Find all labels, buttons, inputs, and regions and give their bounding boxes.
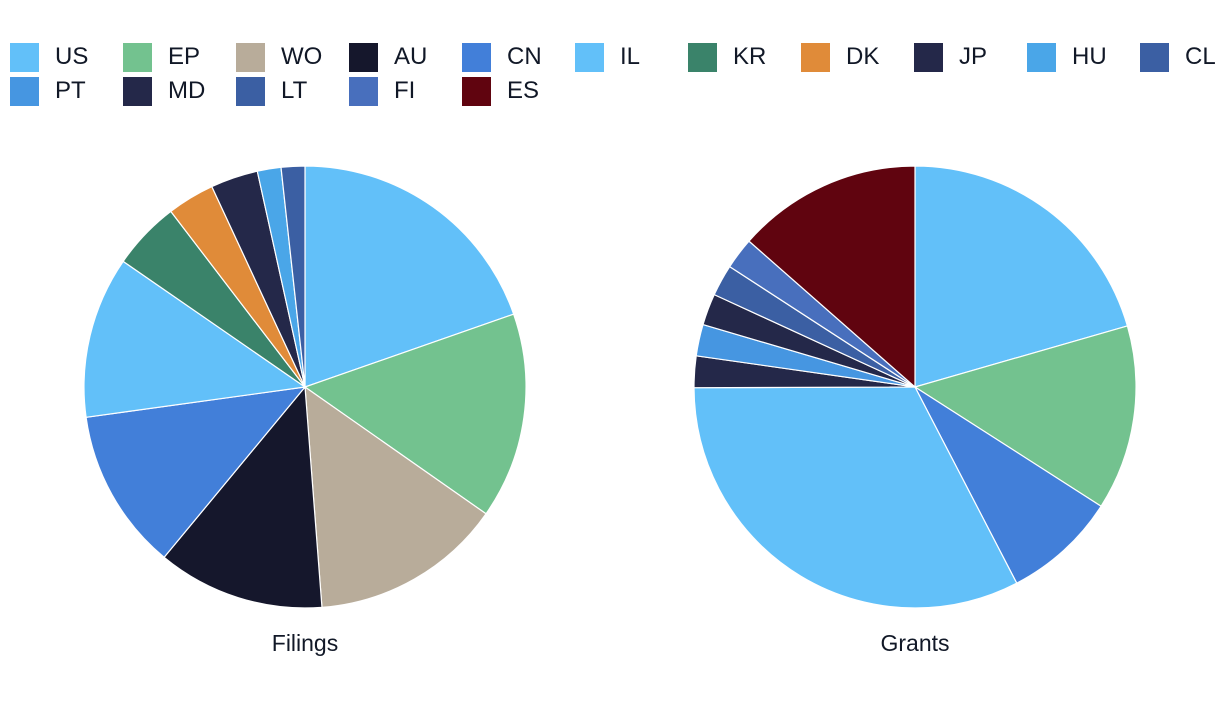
legend-label-es: ES	[507, 77, 540, 104]
pie-slice-grants-es	[748, 165, 916, 388]
legend-swatch-pt	[10, 76, 39, 106]
legend-item-wo: WO	[236, 42, 331, 72]
legend-swatch-dk	[801, 42, 830, 72]
legend-label-pt: PT	[55, 77, 86, 104]
pie-slice-grants-cn	[914, 386, 1102, 584]
legend-swatch-fi	[349, 76, 378, 106]
legend-swatch-cl	[1140, 42, 1169, 72]
legend-item-hu: HU	[1027, 42, 1122, 72]
legend-label-us: US	[55, 43, 89, 70]
legend-label-wo: WO	[281, 43, 323, 70]
legend-label-ep: EP	[168, 43, 201, 70]
pie-grants	[693, 165, 1137, 609]
watermark: GlobalData	[489, 333, 732, 385]
pie-slice-filings-cn	[85, 386, 306, 558]
legend-row-2: PT MD LT FI ES	[10, 74, 1210, 108]
legend-label-cn: CN	[507, 43, 542, 70]
legend-item-jp: JP	[914, 42, 1009, 72]
legend-swatch-lt	[236, 76, 265, 106]
legend-swatch-kr	[688, 42, 717, 72]
legend-swatch-au	[349, 42, 378, 72]
pie-slice-grants-il	[693, 386, 1018, 609]
legend-label-jp: JP	[959, 43, 988, 70]
legend-swatch-us	[10, 42, 39, 72]
legend-label-cl: CL	[1185, 43, 1216, 70]
legend-swatch-hu	[1027, 42, 1056, 72]
legend-swatch-es	[462, 76, 491, 106]
pie-slice-grants-ep	[914, 325, 1137, 507]
legend-item-lt: LT	[236, 76, 331, 106]
pie-title-filings: Filings	[272, 630, 338, 656]
pie-filings	[83, 165, 527, 609]
pie-slice-filings-cl	[280, 165, 306, 388]
legend-item-ep: EP	[123, 42, 218, 72]
legend-swatch-cn	[462, 42, 491, 72]
legend-item-au: AU	[349, 42, 444, 72]
pie-slice-filings-il	[83, 260, 306, 418]
legend-swatch-wo	[236, 42, 265, 72]
pie-slice-filings-au	[163, 386, 323, 609]
pie-slice-filings-ep	[304, 313, 527, 515]
legend-item-cl: CL	[1140, 42, 1220, 72]
legend-swatch-jp	[914, 42, 943, 72]
legend-item-md: MD	[123, 76, 218, 106]
legend-label-kr: KR	[733, 43, 767, 70]
legend-label-dk: DK	[846, 43, 880, 70]
legend-item-fi: FI	[349, 76, 444, 106]
pie-slice-filings-wo	[304, 386, 487, 608]
legend-item-us: US	[10, 42, 105, 72]
legend-label-md: MD	[168, 77, 206, 104]
legend-swatch-md	[123, 76, 152, 106]
legend-row-1: US EP WO AU CN IL KR DK JP HU CL	[10, 40, 1216, 74]
legend-item-kr: KR	[688, 42, 783, 72]
legend-label-au: AU	[394, 43, 428, 70]
legend-label-fi: FI	[394, 77, 416, 104]
legend-label-lt: LT	[281, 77, 308, 104]
legend-label-hu: HU	[1072, 43, 1107, 70]
legend-item-es: ES	[462, 76, 557, 106]
legend-item-pt: PT	[10, 76, 105, 106]
legend-item-cn: CN	[462, 42, 557, 72]
legend-swatch-ep	[123, 42, 152, 72]
legend-label-il: IL	[620, 43, 641, 70]
legend: US EP WO AU CN IL KR DK JP HU CL PT MD LT FI ES	[10, 40, 1216, 108]
legend-item-il: IL	[575, 42, 670, 72]
legend-swatch-il	[575, 42, 604, 72]
pie-title-grants: Grants	[880, 630, 949, 656]
pie-slice-grants-us	[914, 165, 1128, 388]
legend-item-dk: DK	[801, 42, 896, 72]
